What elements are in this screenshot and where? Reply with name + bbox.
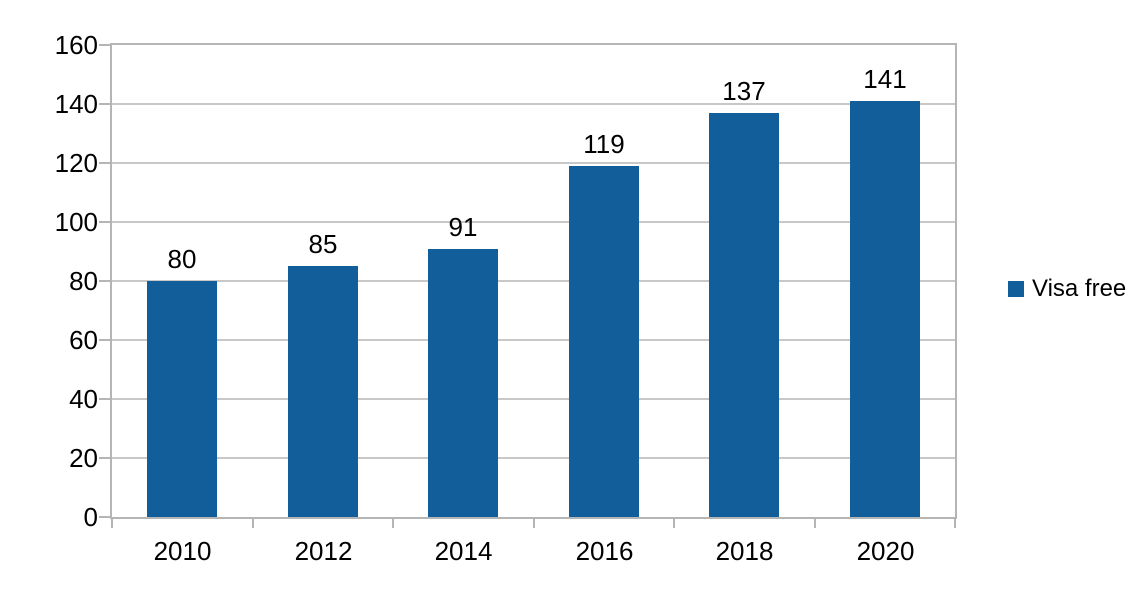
y-axis-tick-label: 120 bbox=[54, 148, 98, 178]
y-axis-tick-label: 60 bbox=[69, 325, 98, 355]
y-axis-tick-label: 160 bbox=[54, 30, 98, 60]
bar-value-label: 141 bbox=[863, 64, 907, 94]
legend: Visa free bbox=[1008, 275, 1126, 303]
bar bbox=[709, 113, 779, 517]
y-grid-line bbox=[112, 162, 955, 164]
y-axis-tick-label: 40 bbox=[69, 384, 98, 414]
bar-value-label: 85 bbox=[308, 229, 338, 259]
bar bbox=[428, 249, 498, 517]
plot-area: 80 85 91 119 137 141 bbox=[110, 43, 957, 519]
x-axis-tick-label: 2016 bbox=[575, 536, 634, 566]
y-grid-line bbox=[112, 221, 955, 223]
y-grid-line bbox=[112, 339, 955, 341]
y-grid-line bbox=[112, 280, 955, 282]
y-axis-tick-label: 0 bbox=[83, 502, 98, 532]
y-axis-tick bbox=[99, 162, 110, 164]
y-grid-line bbox=[112, 457, 955, 459]
y-axis-tick bbox=[99, 221, 110, 223]
x-axis-tick-label: 2014 bbox=[434, 536, 493, 566]
x-axis-tick bbox=[954, 518, 956, 528]
x-axis-tick-label: 2010 bbox=[153, 536, 212, 566]
x-axis-tick bbox=[533, 518, 535, 528]
bar bbox=[850, 101, 920, 517]
x-axis-tick bbox=[111, 518, 113, 528]
bar bbox=[288, 266, 358, 517]
bar-value-label: 137 bbox=[722, 76, 766, 106]
y-axis-tick-label: 100 bbox=[54, 207, 98, 237]
y-axis-tick bbox=[99, 457, 110, 459]
bar-value-label: 80 bbox=[167, 244, 197, 274]
legend-swatch-icon bbox=[1008, 281, 1024, 297]
bar bbox=[569, 166, 639, 517]
y-axis-tick bbox=[99, 339, 110, 341]
x-axis-tick bbox=[814, 518, 816, 528]
y-axis-tick bbox=[99, 103, 110, 105]
x-axis-tick-label: 2018 bbox=[715, 536, 774, 566]
y-grid-line bbox=[112, 398, 955, 400]
y-grid-line bbox=[112, 103, 955, 105]
bar bbox=[147, 281, 217, 517]
y-axis-tick bbox=[99, 280, 110, 282]
y-axis-tick-label: 140 bbox=[54, 89, 98, 119]
y-axis-tick bbox=[99, 516, 110, 518]
bar-value-label: 119 bbox=[583, 129, 625, 159]
y-axis-tick-label: 20 bbox=[69, 443, 98, 473]
y-axis-tick bbox=[99, 398, 110, 400]
x-axis-tick-label: 2012 bbox=[294, 536, 353, 566]
x-axis-tick bbox=[673, 518, 675, 528]
x-axis-tick bbox=[252, 518, 254, 528]
x-axis-tick bbox=[392, 518, 394, 528]
y-axis-tick bbox=[99, 44, 110, 46]
bar-value-label: 91 bbox=[448, 212, 478, 242]
y-axis-tick-label: 80 bbox=[69, 266, 98, 296]
legend-label: Visa free bbox=[1032, 275, 1127, 302]
x-axis-tick-label: 2020 bbox=[856, 536, 915, 566]
